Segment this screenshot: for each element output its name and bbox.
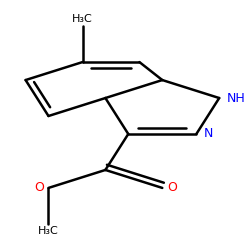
Text: H₃C: H₃C: [38, 226, 59, 236]
Text: O: O: [34, 182, 44, 194]
Text: O: O: [167, 182, 177, 194]
Text: NH: NH: [226, 92, 245, 104]
Text: N: N: [204, 128, 213, 140]
Text: H₃C: H₃C: [72, 14, 93, 24]
